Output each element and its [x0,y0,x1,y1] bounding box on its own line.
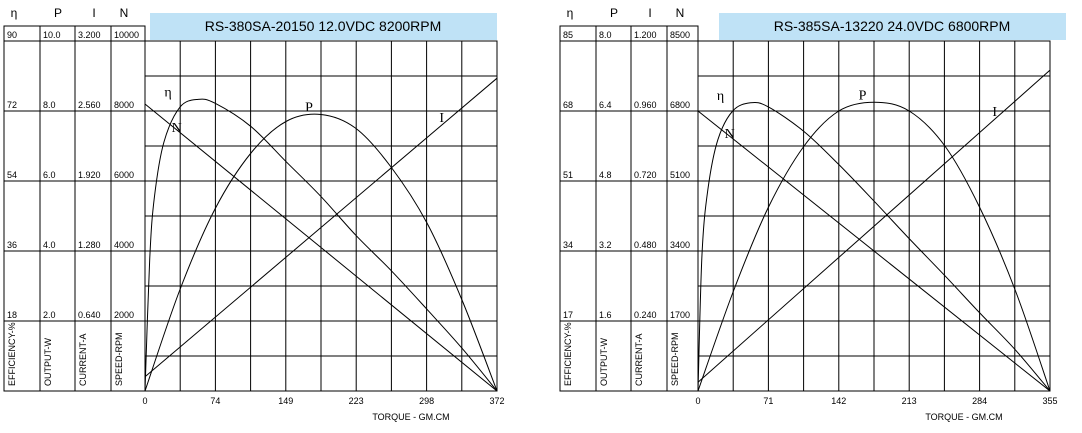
series-line-eta [144,98,498,392]
axis-label-current: CURRENT-A [634,333,644,386]
axis-label-output: OUTPUT-W [599,338,609,386]
axis-tick-efficiency: 18 [7,310,17,320]
axis-tick-output: 4.0 [43,240,56,250]
x-tick-label: 74 [210,396,220,406]
x-tick-label: 372 [489,396,504,406]
x-tick-label: 0 [142,396,147,406]
axis-tick-efficiency: 34 [563,240,573,250]
chart-title: RS-380SA-20150 12.0VDC 8200RPM [205,18,442,34]
axis-tick-current: 2.560 [78,100,101,110]
axis-tick-efficiency: 36 [7,240,17,250]
axis-tick-current: 0.640 [78,310,101,320]
axis-tick-speed: 4000 [114,240,134,250]
x-axis-label: TORQUE - GM.CM [925,412,1002,422]
chart-title-banner [719,13,1066,40]
column-header-efficiency: η [11,6,18,20]
x-tick-label: 0 [695,396,700,406]
axis-tick-efficiency: 51 [563,170,573,180]
series-line-i [144,77,498,378]
column-header-output: P [610,6,618,20]
axis-tick-output: 6.4 [599,100,612,110]
axis-tick-efficiency: 68 [563,100,573,110]
column-header-speed: N [676,6,685,20]
axis-tick-current: 1.920 [78,170,101,180]
axis-tick-output: 3.2 [599,240,612,250]
axis-label-output: OUTPUT-W [43,338,53,386]
axis-tick-output: 2.0 [43,310,56,320]
axis-tick-output: 8.0 [43,100,56,110]
axis-tick-output: 4.8 [599,170,612,180]
axis-tick-efficiency: 90 [7,30,17,40]
axis-tick-efficiency: 17 [563,310,573,320]
axis-tick-current: 3.200 [78,30,101,40]
x-axis-label: TORQUE - GM.CM [372,412,449,422]
series-line-n [144,103,498,392]
axis-tick-speed: 10000 [114,30,139,40]
axis-tick-speed: 8500 [670,30,690,40]
axis-tick-efficiency: 72 [7,100,17,110]
axis-tick-output: 6.0 [43,170,56,180]
axis-tick-output: 10.0 [43,30,61,40]
series-label-n: N [172,121,182,136]
x-tick-label: 298 [419,396,434,406]
axis-label-efficiency: EFFICIENCY-% [563,322,573,386]
x-tick-label: 149 [278,396,293,406]
series-label-p: P [859,88,867,103]
chart-title-banner [150,13,497,40]
series-line-p [144,113,498,392]
axis-tick-speed: 8000 [114,100,134,110]
axis-tick-current: 0.960 [634,100,657,110]
axis-label-speed: SPEED-RPM [114,332,124,386]
column-header-current: I [648,6,651,20]
column-header-current: I [92,6,95,20]
series-label-i: I [992,105,997,120]
series-line-p [697,101,1051,392]
axis-tick-efficiency: 85 [563,30,573,40]
series-line-i [697,69,1051,383]
series-label-eta: η [164,85,171,100]
chart-title: RS-385SA-13220 24.0VDC 6800RPM [774,18,1011,34]
axis-tick-current: 0.720 [634,170,657,180]
axis-label-efficiency: EFFICIENCY-% [7,322,17,386]
series-label-eta: η [717,89,724,104]
x-tick-label: 284 [972,396,987,406]
column-header-output: P [54,6,62,20]
axis-tick-output: 1.6 [599,310,612,320]
x-tick-label: 71 [763,396,773,406]
series-line-eta [697,101,1051,392]
axis-tick-current: 1.280 [78,240,101,250]
axis-tick-speed: 6000 [114,170,134,180]
axis-tick-efficiency: 54 [7,170,17,180]
x-tick-label: 213 [902,396,917,406]
x-tick-label: 142 [831,396,846,406]
column-header-speed: N [120,6,129,20]
column-header-efficiency: η [567,6,574,20]
series-line-n [697,110,1051,392]
series-label-p: P [305,101,313,116]
series-label-i: I [439,111,444,126]
axis-tick-current: 1.200 [634,30,657,40]
x-tick-label: 223 [349,396,364,406]
axis-tick-current: 0.480 [634,240,657,250]
axis-tick-current: 0.240 [634,310,657,320]
axis-tick-speed: 1700 [670,310,690,320]
axis-label-current: CURRENT-A [78,333,88,386]
axis-tick-speed: 5100 [670,170,690,180]
x-tick-label: 355 [1042,396,1057,406]
axis-tick-speed: 3400 [670,240,690,250]
axis-label-speed: SPEED-RPM [670,332,680,386]
axis-tick-output: 8.0 [599,30,612,40]
axis-tick-speed: 6800 [670,100,690,110]
axis-tick-speed: 2000 [114,310,134,320]
series-label-n: N [725,127,735,142]
